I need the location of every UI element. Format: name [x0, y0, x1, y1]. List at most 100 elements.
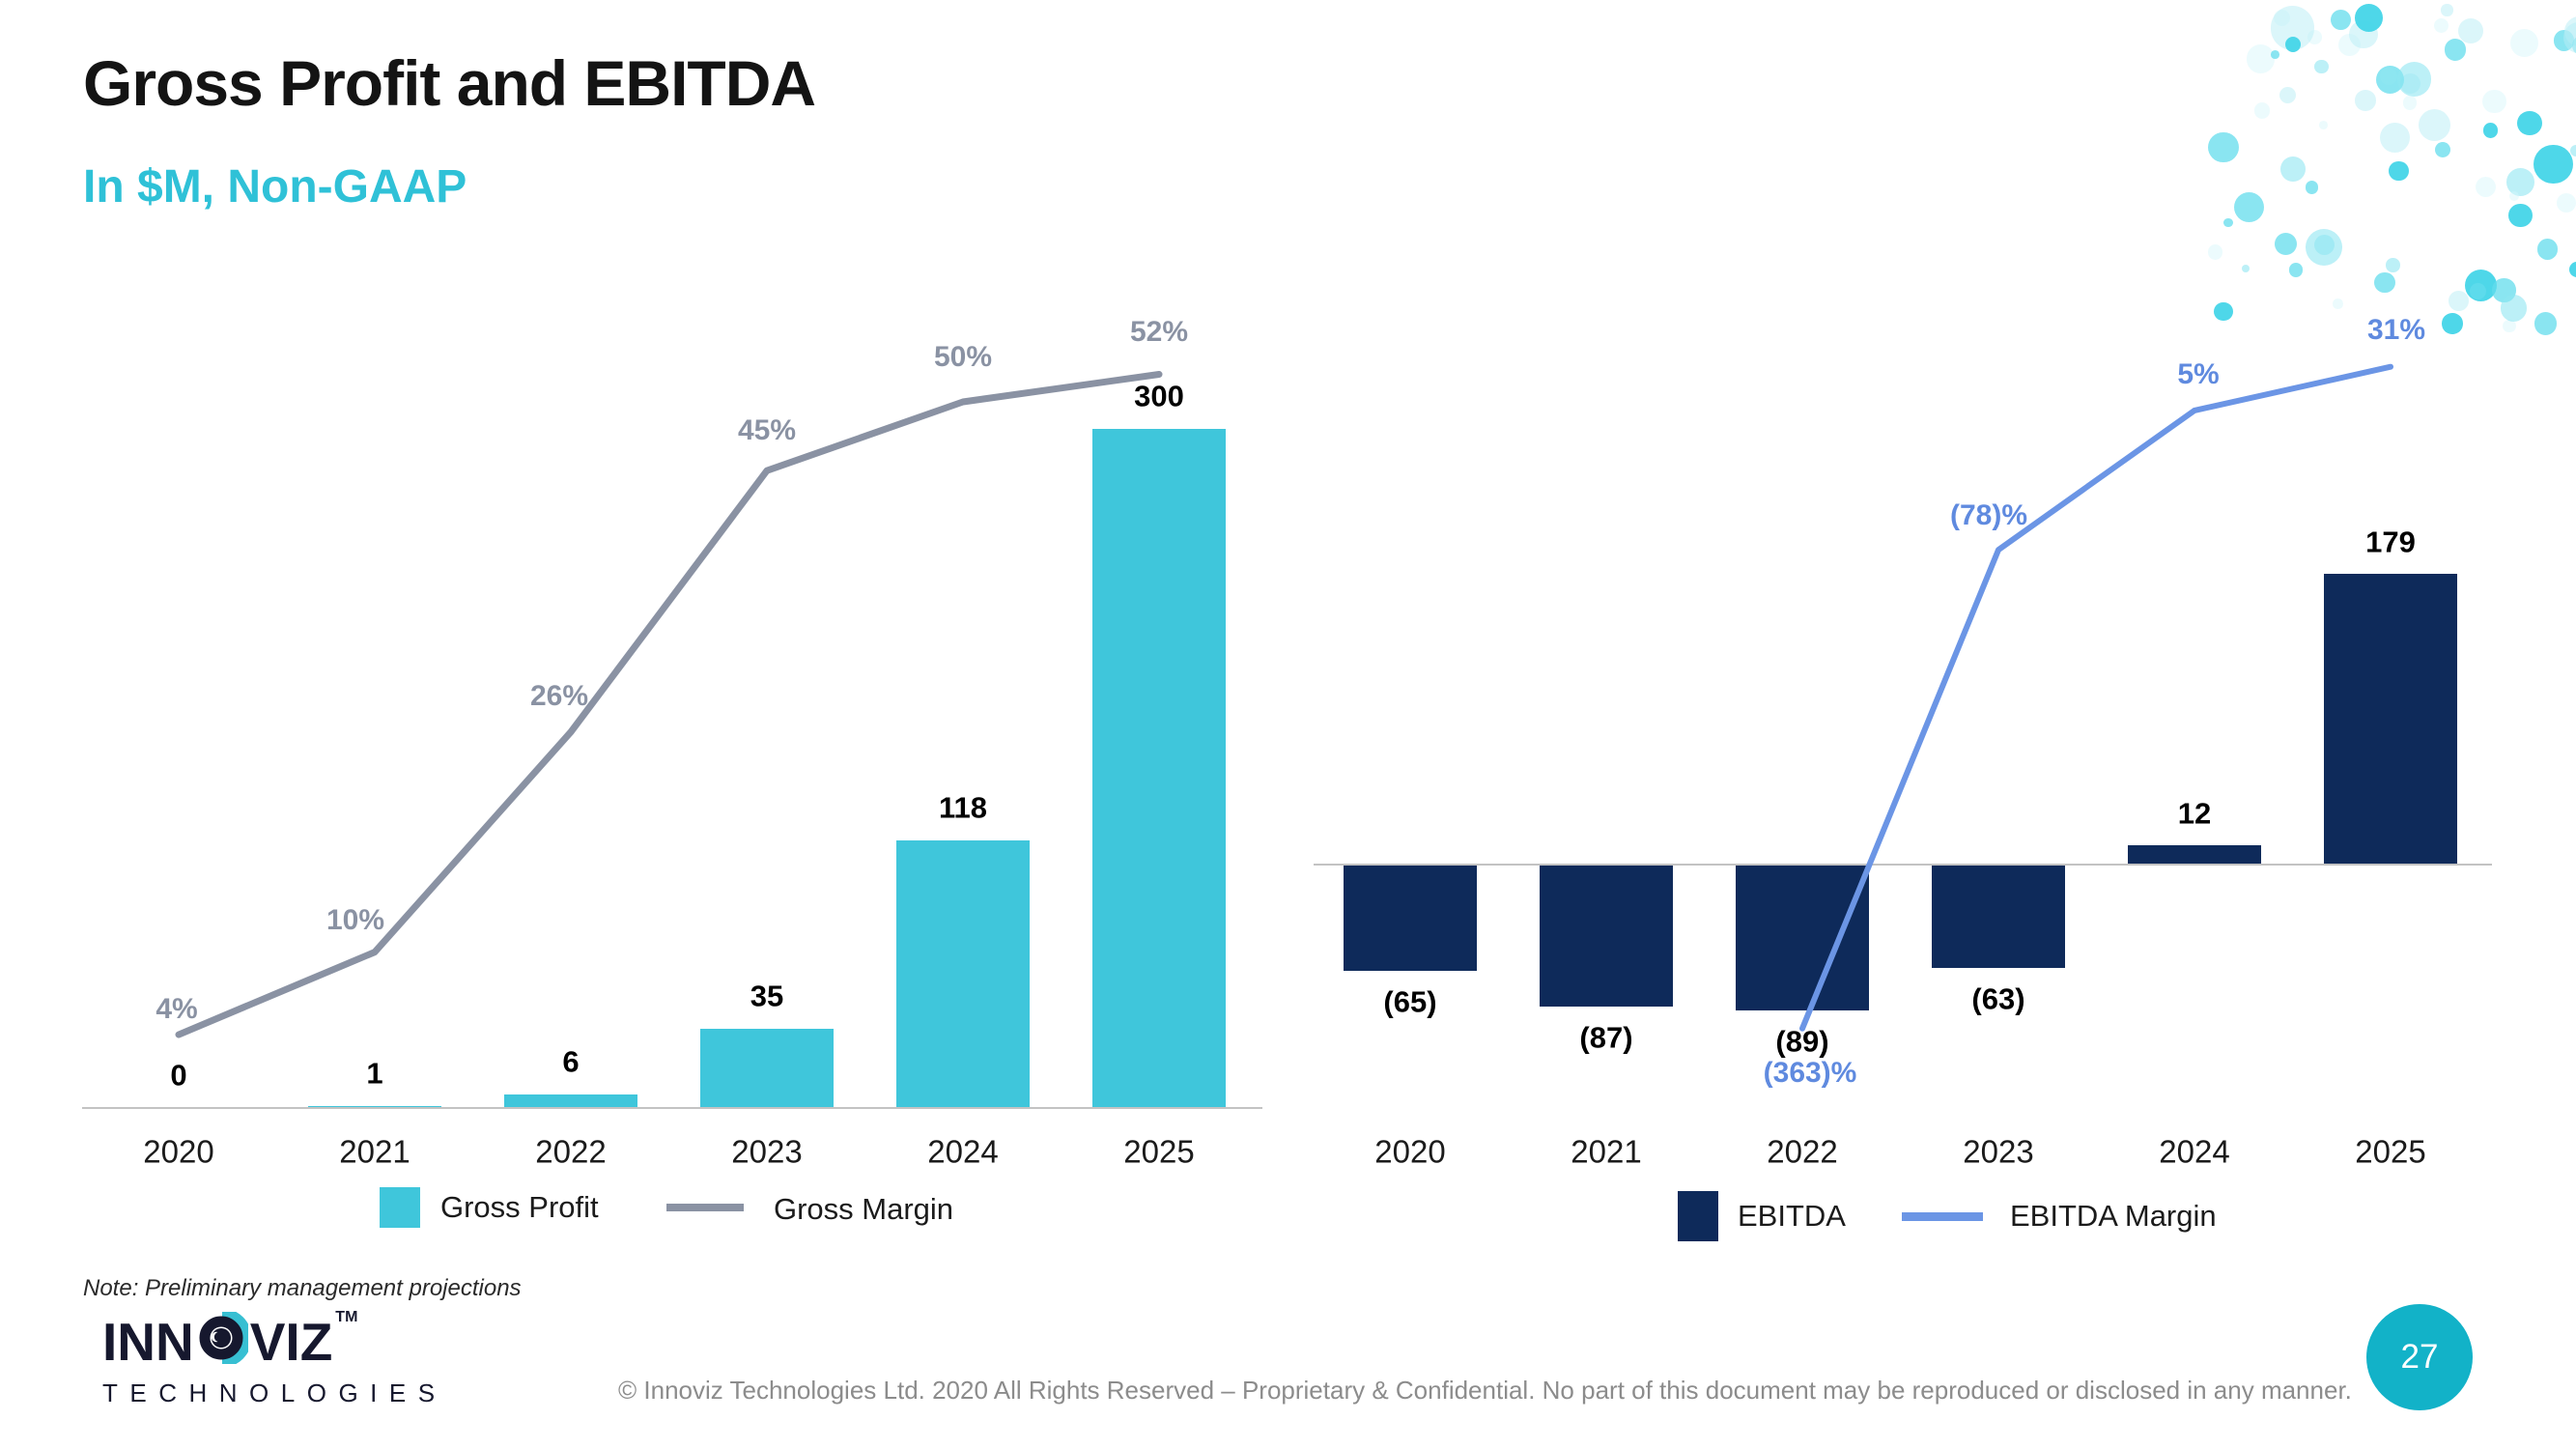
decor-dot [2285, 37, 2302, 53]
gross-margin-label-2020: 4% [156, 993, 198, 1026]
decor-dot [2288, 263, 2304, 277]
decor-dot [2441, 4, 2453, 16]
ebitda-legend-label: EBITDA [1738, 1199, 1846, 1233]
gross-profit-value-label-2022: 6 [562, 1044, 580, 1079]
gross-profit-value-label-2021: 1 [366, 1056, 383, 1091]
ebitda-value-label-2024: 12 [2177, 796, 2212, 831]
decor-dot [2379, 122, 2411, 154]
ebitda-margin-label-2022: (363)% [1763, 1056, 1857, 1089]
ebitda-bar-2022 [1736, 866, 1869, 1010]
decor-dot [2279, 156, 2306, 182]
ebitda-bar-2024 [2128, 844, 2261, 865]
decor-dot [2208, 244, 2223, 260]
decor-dot [2233, 191, 2264, 223]
decor-dot [2223, 217, 2233, 228]
gross-profit-bar-2023 [700, 1028, 834, 1108]
decor-dot [2569, 261, 2576, 278]
decor-dot [2570, 144, 2576, 157]
decor-dot [2433, 17, 2449, 33]
decor-dot [2556, 192, 2576, 213]
decor-dot [2534, 144, 2573, 185]
ebitda-margin-label-2024: 5% [2177, 357, 2220, 390]
left-chart-axis-line [82, 1107, 1262, 1109]
decor-dot [2534, 312, 2557, 335]
x-axis-label-2024-left: 2024 [927, 1133, 999, 1170]
decor-dot [2482, 90, 2506, 114]
decor-dot [2270, 50, 2279, 59]
decor-dot [2517, 110, 2542, 135]
decor-dot [2379, 67, 2398, 86]
decor-dot [2510, 28, 2539, 57]
gross-profit-bar-2021 [308, 1105, 441, 1108]
gross-profit-bar-2022 [504, 1094, 637, 1108]
x-axis-label-2021-left: 2021 [339, 1133, 410, 1170]
logo-text-inn: INN [102, 1312, 194, 1372]
gross-margin-label-2021: 10% [326, 903, 385, 936]
gross-profit-legend-swatch [380, 1187, 420, 1228]
decor-dot [2508, 191, 2519, 202]
decor-dot [2254, 102, 2271, 119]
ebitda-bar-2021 [1540, 866, 1673, 1008]
gross-margin-legend-line-swatch [666, 1204, 744, 1211]
x-axis-label-2023-right: 2023 [1963, 1133, 2034, 1170]
note-text: Note: Preliminary management projections [83, 1275, 522, 1301]
gross-profit-bar-2024 [896, 840, 1030, 1108]
decor-dot [2318, 121, 2328, 129]
decor-dot [2469, 282, 2487, 300]
decor-dot [2536, 239, 2559, 260]
decor-dot [2572, 36, 2576, 55]
decor-dot [2333, 298, 2343, 309]
decor-dot [2442, 313, 2464, 334]
x-axis-label-2025-right: 2025 [2355, 1133, 2426, 1170]
decor-dot [2214, 301, 2233, 322]
decor-dot [2355, 3, 2384, 32]
decor-dot [2402, 96, 2418, 110]
decor-dot [2500, 295, 2528, 322]
x-axis-label-2021-right: 2021 [1571, 1133, 1642, 1170]
innoviz-logo-wordmark: INN VIZ TM [102, 1308, 447, 1373]
ebitda-value-label-2025: 179 [2365, 525, 2416, 559]
decor-dot [2374, 271, 2395, 294]
x-axis-label-2022-right: 2022 [1767, 1133, 1838, 1170]
logo-trademark: TM [335, 1309, 358, 1325]
gross-margin-label-2025: 52% [1129, 315, 1189, 348]
decor-dot [2449, 291, 2470, 311]
decor-dot [2305, 181, 2319, 194]
decor-dot [2475, 176, 2496, 197]
decor-dot [2274, 233, 2297, 256]
ebitda-bar-2023 [1932, 866, 2065, 969]
decor-dot [2241, 265, 2250, 273]
gross-margin-label-2024: 50% [933, 341, 993, 373]
x-axis-label-2025-left: 2025 [1123, 1133, 1195, 1170]
decor-dot [2305, 228, 2343, 267]
ebitda-value-label-2021: (87) [1579, 1020, 1633, 1055]
ebitda-margin-legend-label: EBITDA Margin [2010, 1199, 2217, 1233]
gross-margin-legend-label: Gross Margin [774, 1192, 954, 1226]
footer-copyright-text: © Innoviz Technologies Ltd. 2020 All Rig… [618, 1376, 2352, 1405]
ebitda-value-label-2023: (63) [1971, 981, 2025, 1016]
ebitda-margin-label-2023: (78)% [1949, 499, 2028, 532]
decor-dot [2418, 108, 2451, 141]
gross-margin-label-2022: 26% [529, 679, 589, 712]
gross-profit-bar-2025 [1092, 429, 1226, 1108]
decor-dot [2444, 39, 2467, 61]
x-axis-label-2023-left: 2023 [731, 1133, 803, 1170]
right-chart-axis-line [1314, 864, 2492, 866]
decor-dot [2503, 319, 2516, 333]
ebitda-bar-2025 [2324, 573, 2457, 865]
x-axis-label-2020-left: 2020 [143, 1133, 214, 1170]
ebitda-legend-swatch [1678, 1191, 1718, 1241]
innoviz-logo-subbrand: TECHNOLOGIES [102, 1378, 447, 1407]
ebitda-value-label-2022: (89) [1775, 1024, 1829, 1059]
gross-margin-label-2023: 45% [737, 414, 797, 447]
decor-dot [2508, 203, 2533, 228]
decor-dot [2386, 258, 2400, 272]
innoviz-eye-icon [196, 1308, 252, 1373]
decor-dot [2279, 87, 2297, 103]
ebitda-margin-label-2025: 31% [2366, 313, 2426, 346]
decor-dot [2505, 167, 2534, 196]
decor-dot [2331, 10, 2352, 30]
gross-profit-value-label-2024: 118 [938, 790, 988, 825]
decor-dot [2482, 123, 2499, 138]
